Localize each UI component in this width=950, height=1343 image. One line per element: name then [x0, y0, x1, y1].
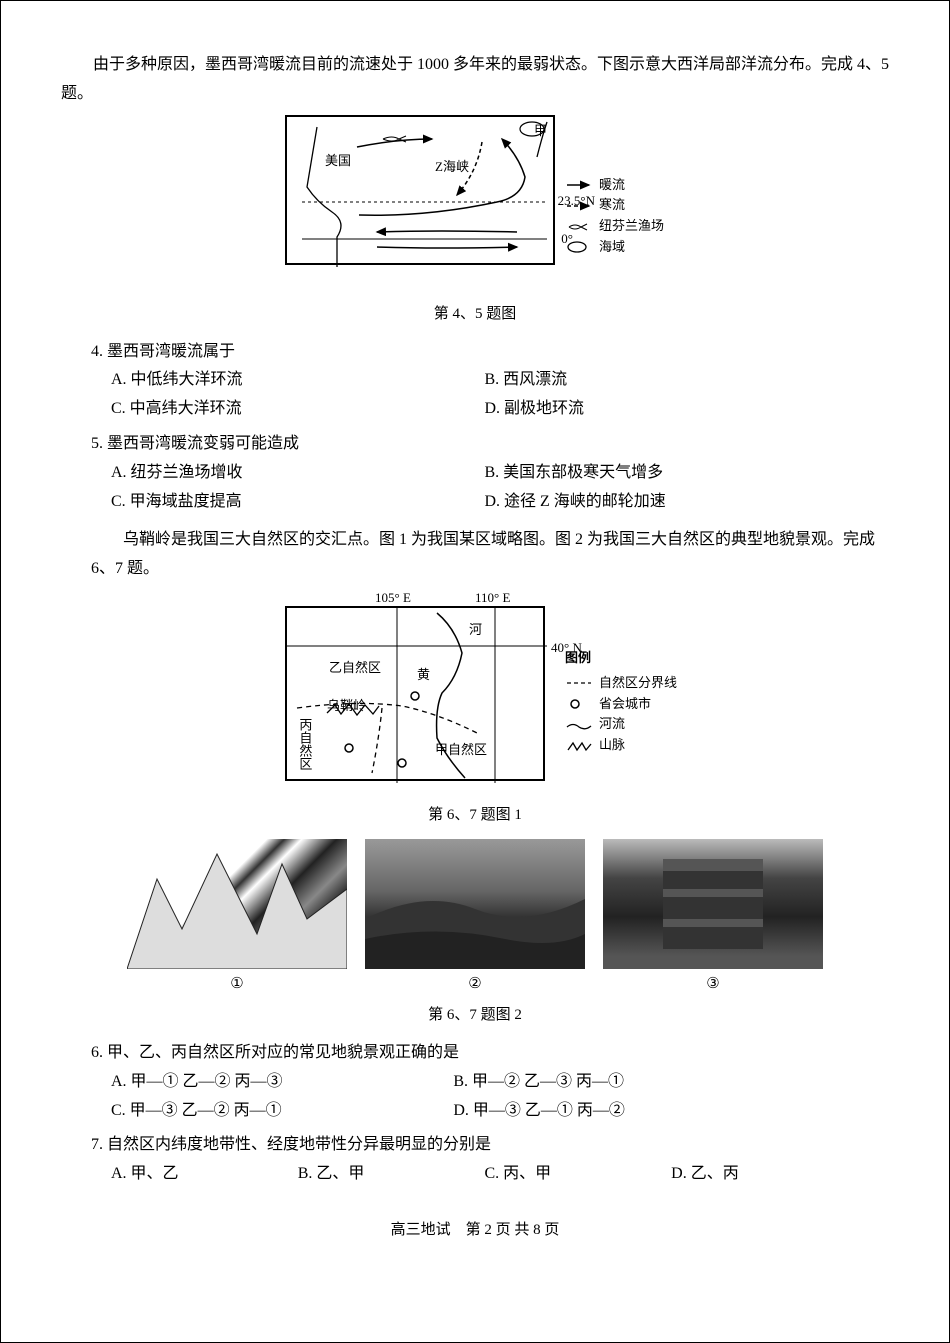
- figure-67-2: ① ② ③: [61, 839, 889, 998]
- q5-option-a: A. 纽芬兰渔场增收: [111, 459, 484, 488]
- photo-1: [127, 839, 347, 969]
- photo-3-label: ③: [603, 971, 823, 998]
- q7-option-c: C. 丙、甲: [484, 1160, 671, 1189]
- page-footer: 高三地试 第 2 页 共 8 页: [61, 1217, 889, 1244]
- q7-option-a: A. 甲、乙: [111, 1160, 298, 1189]
- q6-option-d: D. 甲—③ 乙—① 丙—②: [453, 1097, 795, 1126]
- caption-67-2: 第 6、7 题图 2: [61, 1002, 889, 1029]
- label-wushao: 乌鞘岭: [327, 694, 366, 717]
- q7-option-b: B. 乙、甲: [298, 1160, 485, 1189]
- context-q67: 乌鞘岭是我国三大自然区的交汇点。图 1 为我国某区域略图。图 2 为我国三大自然…: [91, 526, 889, 584]
- q5-option-b: B. 美国东部极寒天气增多: [484, 459, 857, 488]
- q7-stem: 7. 自然区内纬度地带性、经度地带性分异最明显的分别是: [115, 1131, 889, 1160]
- q5-stem: 5. 墨西哥湾暖流变弱可能造成: [115, 430, 889, 459]
- q4-option-d: D. 副极地环流: [484, 395, 857, 424]
- question-4: 4. 墨西哥湾暖流属于 A. 中低纬大洋环流 B. 西风漂流 C. 中高纬大洋环…: [91, 338, 889, 424]
- legend-45: 暖流 寒流 纽芬兰渔场 海域: [565, 175, 664, 258]
- q4-option-b: B. 西风漂流: [484, 366, 857, 395]
- label-yi: 乙自然区: [329, 656, 381, 679]
- q6-option-c: C. 甲—③ 乙—② 丙—①: [111, 1097, 453, 1126]
- photo-1-label: ①: [127, 971, 347, 998]
- q6-option-b: B. 甲—② 乙—③ 丙—①: [453, 1068, 795, 1097]
- q4-option-c: C. 中高纬大洋环流: [111, 395, 484, 424]
- question-5: 5. 墨西哥湾暖流变弱可能造成 A. 纽芬兰渔场增收 B. 美国东部极寒天气增多…: [91, 430, 889, 516]
- label-strait: Z海峡: [435, 155, 469, 178]
- caption-67-1: 第 6、7 题图 1: [61, 802, 889, 829]
- figure-67-1: 105° E 110° E 40° N 乙自然区 乌鞘岭 丙自然区 甲自然区 河…: [61, 588, 889, 798]
- photo-2: [365, 839, 585, 969]
- label-usa: 美国: [325, 149, 351, 172]
- q4-stem: 4. 墨西哥湾暖流属于: [115, 338, 889, 367]
- photo-2-label: ②: [365, 971, 585, 998]
- question-7: 7. 自然区内纬度地带性、经度地带性分异最明显的分别是 A. 甲、乙 B. 乙、…: [91, 1131, 889, 1189]
- label-river-huang: 黄: [417, 663, 430, 686]
- photo-3: [603, 839, 823, 969]
- legend-67: 图例 自然区分界线 省会城市 河流 山脉: [565, 648, 677, 756]
- label-bing: 丙自然区: [293, 718, 316, 770]
- q5-option-d: D. 途径 Z 海峡的邮轮加速: [484, 488, 857, 517]
- q7-option-d: D. 乙、丙: [671, 1160, 858, 1189]
- figure-45: 美国 Z海峡 甲 23.5°N 0° 暖流 寒流 纽芬兰渔场 海域: [61, 115, 889, 295]
- label-jia: 甲: [534, 119, 547, 142]
- q4-option-a: A. 中低纬大洋环流: [111, 366, 484, 395]
- q6-option-a: A. 甲—① 乙—② 丙—③: [111, 1068, 453, 1097]
- q6-stem: 6. 甲、乙、丙自然区所对应的常见地貌景观正确的是: [115, 1039, 889, 1068]
- question-6: 6. 甲、乙、丙自然区所对应的常见地貌景观正确的是 A. 甲—① 乙—② 丙—③…: [91, 1039, 889, 1125]
- label-river-he: 河: [469, 618, 482, 641]
- q5-option-c: C. 甲海域盐度提高: [111, 488, 484, 517]
- caption-45: 第 4、5 题图: [61, 301, 889, 328]
- label-jia2: 甲自然区: [435, 738, 487, 761]
- context-q45: 由于多种原因，墨西哥湾暖流目前的流速处于 1000 多年来的最弱状态。下图示意大…: [61, 51, 889, 109]
